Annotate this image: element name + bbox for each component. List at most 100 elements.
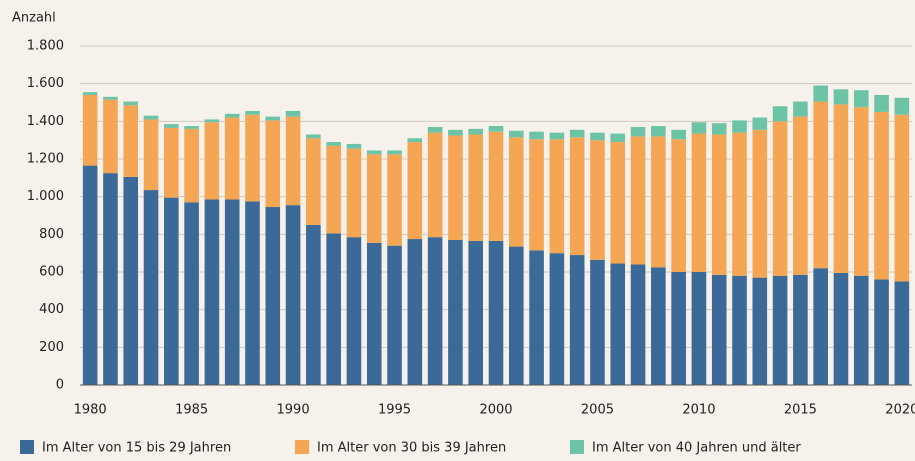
bar-segment: [184, 126, 199, 129]
bar-segment: [732, 275, 747, 385]
bar-segment: [265, 120, 281, 208]
bar-segment: [184, 202, 199, 385]
bar-segment: [224, 199, 240, 385]
bar-segment: [488, 131, 504, 241]
bar-segment: [569, 255, 585, 385]
bar-segment: [306, 138, 321, 225]
bar-segment: [387, 245, 402, 385]
bar-segment: [366, 242, 382, 385]
bar-segment: [874, 94, 889, 112]
bar-segment: [123, 101, 139, 106]
bar-segment: [529, 131, 544, 140]
bar-segment: [387, 150, 402, 155]
bar-segment: [387, 154, 402, 246]
x-tick-label: 2010: [682, 403, 715, 418]
bar-segment: [752, 129, 768, 278]
legend-swatch: [20, 440, 34, 454]
bar-segment: [691, 133, 707, 272]
legend-label: Im Alter von 40 Jahren und älter: [592, 441, 801, 456]
bar-segment: [853, 107, 869, 276]
bar-segment: [711, 134, 727, 275]
y-tick-label: 1.200: [27, 152, 64, 167]
bar-segment: [508, 130, 524, 138]
bar-segment: [569, 129, 585, 138]
bar-segment: [772, 121, 788, 276]
bar-segment: [833, 89, 849, 105]
y-tick-label: 1.400: [27, 114, 64, 129]
bar-segment: [630, 126, 646, 137]
bar-segment: [793, 274, 808, 385]
bar-segment: [448, 129, 463, 136]
bar-segment: [306, 134, 321, 139]
bar-segment: [123, 105, 139, 177]
legend-swatch: [295, 440, 309, 454]
bar-segment: [245, 114, 260, 202]
bar-segment: [224, 113, 240, 118]
bar-segment: [326, 142, 341, 146]
y-tick-label: 1.600: [27, 76, 64, 91]
bar-segment: [407, 142, 423, 240]
bar-segment: [549, 139, 565, 254]
bar-segment: [853, 90, 869, 108]
x-tick-label: 2020: [885, 403, 915, 418]
y-tick-label: 0: [56, 378, 64, 393]
bar-segment: [82, 92, 98, 95]
bar-segment: [245, 201, 260, 385]
bar-segment: [732, 120, 747, 133]
bar-segment: [894, 281, 910, 385]
bar-segment: [366, 154, 382, 243]
bar-segment: [82, 94, 98, 166]
bar-segment: [529, 139, 544, 251]
bar-segment: [103, 173, 118, 385]
bar-segment: [853, 275, 869, 385]
bar-segment: [448, 239, 463, 385]
y-tick-label: 200: [39, 340, 64, 355]
bar-segment: [224, 117, 240, 200]
bar-segment: [711, 274, 727, 385]
bar-segment: [184, 128, 199, 203]
y-tick-label: 800: [39, 227, 64, 242]
bar-segment: [204, 199, 220, 385]
bar-segment: [143, 119, 159, 191]
bar-segment: [772, 106, 788, 122]
bar-segment: [103, 99, 118, 174]
bar-segment: [285, 110, 301, 117]
bar-segment: [793, 116, 808, 275]
bar-segment: [508, 246, 524, 385]
bar-segment: [407, 239, 423, 385]
bar-segment: [569, 137, 585, 256]
bar-segment: [590, 132, 605, 141]
bar-segment: [813, 268, 828, 385]
bar-segment: [265, 207, 281, 385]
bar-segment: [549, 132, 565, 140]
y-tick-label: 600: [39, 265, 64, 280]
y-tick-label: 400: [39, 302, 64, 317]
bar-segment: [671, 272, 686, 385]
bar-segment: [407, 138, 423, 143]
bar-segment: [164, 197, 179, 385]
bar-segment: [164, 127, 179, 198]
bar-segment: [346, 143, 362, 149]
bar-segment: [285, 116, 301, 206]
x-tick-label: 2015: [784, 403, 817, 418]
bar-segment: [204, 119, 220, 123]
bar-segment: [711, 123, 727, 135]
bar-segment: [82, 165, 98, 385]
bar-segment: [468, 128, 484, 135]
bar-segment: [630, 264, 646, 385]
bar-segment: [427, 132, 443, 238]
bar-segment: [651, 267, 666, 385]
bar-segment: [874, 111, 889, 280]
x-tick-label: 2005: [581, 403, 614, 418]
legend-label: Im Alter von 30 bis 39 Jahren: [317, 441, 506, 456]
bar-segment: [752, 277, 768, 385]
bar-segment: [894, 114, 910, 282]
bar-segment: [427, 126, 443, 133]
bar-segment: [691, 272, 707, 385]
bar-segment: [488, 240, 504, 385]
bar-segment: [793, 101, 808, 117]
bar-segment: [529, 250, 544, 385]
bar-segment: [651, 126, 666, 137]
bar-segment: [610, 133, 626, 143]
bar-segment: [833, 104, 849, 273]
